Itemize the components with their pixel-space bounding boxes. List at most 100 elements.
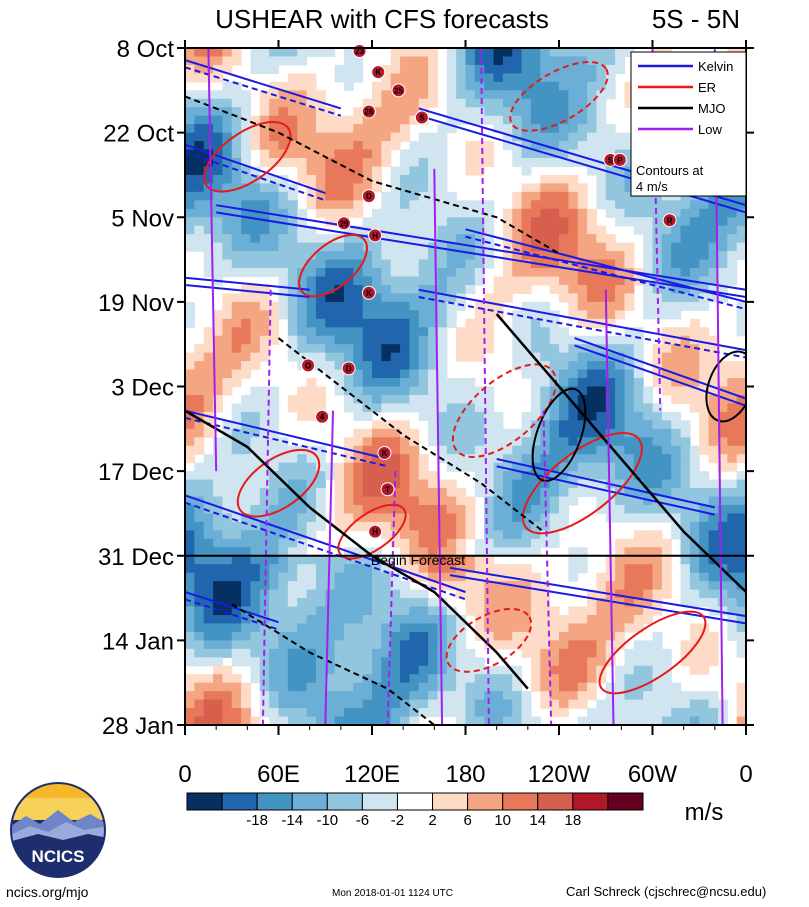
anomaly-cell bbox=[502, 132, 513, 142]
anomaly-cell bbox=[400, 73, 410, 83]
anomaly-cell bbox=[381, 242, 392, 252]
anomaly-cell bbox=[353, 158, 364, 168]
anomaly-cell bbox=[615, 268, 626, 278]
anomaly-cell bbox=[315, 598, 326, 608]
anomaly-cell bbox=[343, 648, 354, 658]
anomaly-cell bbox=[437, 572, 448, 582]
anomaly-cell bbox=[484, 301, 495, 311]
anomaly-cell bbox=[587, 488, 597, 498]
anomaly-cell bbox=[727, 488, 738, 498]
anomaly-cell bbox=[213, 369, 223, 379]
anomaly-cell bbox=[615, 259, 626, 269]
anomaly-cell bbox=[446, 623, 457, 633]
anomaly-cell bbox=[185, 428, 195, 438]
anomaly-cell bbox=[633, 437, 644, 447]
anomaly-cell bbox=[287, 462, 298, 472]
anomaly-cell bbox=[185, 471, 195, 481]
anomaly-cell bbox=[502, 598, 513, 608]
anomaly-cell bbox=[568, 614, 579, 625]
anomaly-cell bbox=[615, 276, 626, 286]
anomaly-cell bbox=[287, 496, 298, 506]
anomaly-cell bbox=[222, 420, 233, 430]
anomaly-cell bbox=[315, 665, 326, 675]
anomaly-cell bbox=[372, 708, 382, 718]
anomaly-cell bbox=[250, 344, 261, 354]
anomaly-cell bbox=[390, 454, 401, 464]
anomaly-cell bbox=[596, 488, 607, 498]
anomaly-cell bbox=[390, 301, 401, 311]
anomaly-cell bbox=[428, 581, 439, 591]
anomaly-cell bbox=[259, 564, 270, 574]
anomaly-cell bbox=[185, 521, 195, 531]
kelvin-contour bbox=[216, 204, 746, 291]
anomaly-cell bbox=[699, 352, 710, 362]
er-contour bbox=[337, 503, 407, 560]
anomaly-cell bbox=[222, 259, 233, 269]
anomaly-cell bbox=[446, 284, 457, 295]
anomaly-cell bbox=[213, 335, 223, 345]
anomaly-cell bbox=[652, 454, 663, 464]
anomaly-cell bbox=[671, 344, 682, 354]
anomaly-cell bbox=[437, 132, 448, 142]
anomaly-cell bbox=[372, 327, 382, 337]
anomaly-cell bbox=[671, 394, 682, 405]
anomaly-cell bbox=[615, 394, 626, 405]
anomaly-cell bbox=[521, 225, 532, 235]
anomaly-cell bbox=[568, 251, 579, 261]
anomaly-cell bbox=[605, 699, 616, 709]
anomaly-cell bbox=[493, 437, 504, 447]
anomaly-cell bbox=[484, 318, 495, 328]
anomaly-cell bbox=[213, 403, 223, 413]
anomaly-cell bbox=[615, 555, 626, 565]
anomaly-cell bbox=[577, 132, 588, 142]
anomaly-cell bbox=[708, 293, 719, 303]
anomaly-cell bbox=[409, 251, 420, 261]
anomaly-cell bbox=[708, 504, 719, 515]
anomaly-cell bbox=[530, 394, 541, 405]
anomaly-cell bbox=[353, 352, 364, 362]
anomaly-cell bbox=[315, 691, 326, 701]
anomaly-cell bbox=[512, 90, 523, 100]
anomaly-cell bbox=[484, 90, 495, 100]
anomaly-cell bbox=[400, 369, 410, 379]
anomaly-cell bbox=[577, 276, 588, 286]
anomaly-cell bbox=[708, 564, 719, 574]
anomaly-cell bbox=[343, 504, 354, 515]
anomaly-cell bbox=[549, 504, 560, 515]
anomaly-cell bbox=[615, 369, 626, 379]
anomaly-cell bbox=[484, 225, 495, 235]
anomaly-cell bbox=[315, 581, 326, 591]
anomaly-cell bbox=[297, 81, 308, 91]
anomaly-cell bbox=[624, 386, 635, 396]
anomaly-cell bbox=[717, 530, 728, 540]
anomaly-cell bbox=[521, 699, 532, 709]
anomaly-cell bbox=[652, 547, 663, 557]
anomaly-cell bbox=[231, 716, 242, 725]
anomaly-cell bbox=[185, 166, 195, 176]
anomaly-cell bbox=[699, 242, 710, 252]
anomaly-cell bbox=[381, 589, 392, 599]
anomaly-cell bbox=[390, 581, 401, 591]
anomaly-cell bbox=[306, 141, 317, 151]
storm-marker: K bbox=[361, 285, 376, 300]
anomaly-cell bbox=[418, 462, 429, 472]
anomaly-cell bbox=[418, 648, 429, 658]
anomaly-cell bbox=[624, 716, 635, 725]
anomaly-cell bbox=[381, 513, 392, 523]
anomaly-cell bbox=[568, 403, 579, 413]
anomaly-cell bbox=[465, 445, 476, 455]
anomaly-cell bbox=[194, 564, 205, 574]
anomaly-cell bbox=[241, 225, 252, 235]
anomaly-cell bbox=[465, 73, 476, 83]
anomaly-cell bbox=[259, 496, 270, 506]
anomaly-cell bbox=[362, 614, 373, 625]
anomaly-cell bbox=[474, 394, 485, 405]
anomaly-cell bbox=[269, 183, 280, 193]
anomaly-cell bbox=[437, 403, 448, 413]
y-tick-label: 31 Dec bbox=[98, 544, 174, 571]
anomaly-cell bbox=[222, 200, 233, 210]
anomaly-cell bbox=[372, 344, 382, 354]
anomaly-cell bbox=[325, 471, 336, 481]
anomaly-cell bbox=[661, 352, 672, 362]
anomaly-cell bbox=[661, 657, 672, 667]
